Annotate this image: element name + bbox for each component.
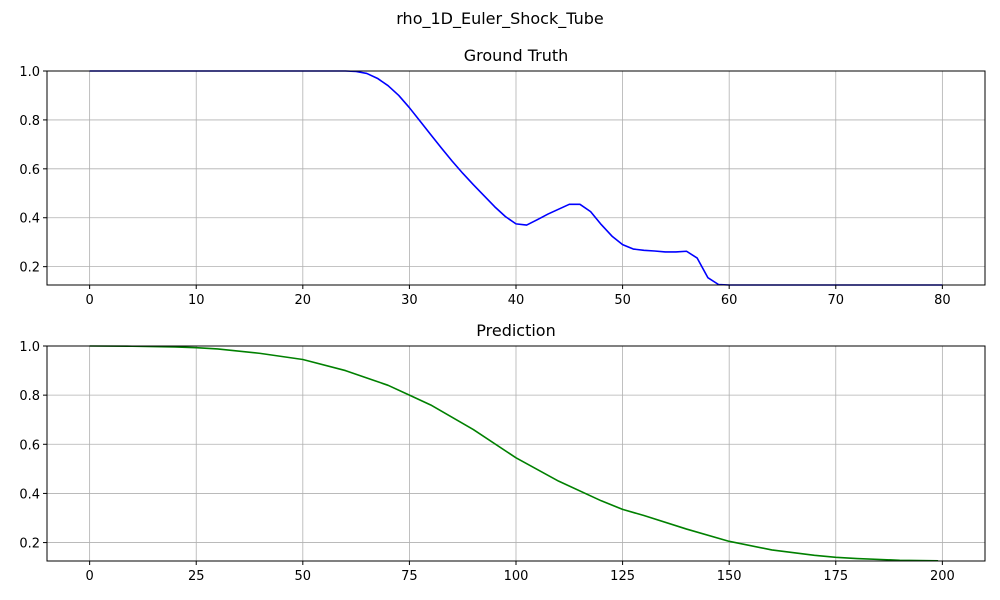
chart-1-x-tick-label-1: 10 <box>188 293 205 308</box>
chart-2-y-tick-label-2: 0.6 <box>19 438 40 453</box>
chart-1-y-tick-label-1: 0.4 <box>19 212 40 227</box>
chart-2-y-tick-label-3: 0.8 <box>19 389 40 404</box>
chart-1-x-tick-label-7: 70 <box>827 293 844 308</box>
chart-1-x-tick-label-5: 50 <box>614 293 631 308</box>
chart-1-x-tick-label-0: 0 <box>85 293 93 308</box>
chart-2-x-tick-label-7: 175 <box>823 569 848 584</box>
chart-2-x-tick-label-5: 125 <box>610 569 635 584</box>
chart-1-y-tick-label-3: 0.8 <box>19 114 40 129</box>
chart-1-y-tick-label-4: 1.0 <box>19 65 40 80</box>
chart-2-x-tick-label-4: 100 <box>504 569 529 584</box>
chart-1-x-tick-label-6: 60 <box>721 293 738 308</box>
chart-2-y-tick-label-1: 0.4 <box>19 487 40 502</box>
chart-2-x-tick-label-3: 75 <box>401 569 418 584</box>
chart-2-x-tick-label-6: 150 <box>717 569 742 584</box>
chart-1-x-tick-label-3: 30 <box>401 293 418 308</box>
chart-2-x-tick-label-8: 200 <box>930 569 955 584</box>
chart-2-x-tick-label-1: 25 <box>188 569 205 584</box>
figure-suptitle: rho_1D_Euler_Shock_Tube <box>396 9 604 28</box>
chart-2-y-tick-label-0: 0.2 <box>19 537 40 552</box>
chart-1-title: Ground Truth <box>464 46 569 65</box>
chart-2-y-tick-label-4: 1.0 <box>19 340 40 355</box>
chart-1-x-tick-label-4: 40 <box>508 293 525 308</box>
chart-2-x-tick-label-2: 50 <box>295 569 312 584</box>
chart-1-y-tick-label-2: 0.6 <box>19 163 40 178</box>
chart-2-title: Prediction <box>476 321 555 340</box>
chart-1-series-line-1 <box>89 70 943 286</box>
chart-2-series-line-1 <box>89 345 939 562</box>
chart-1-y-tick-label-0: 0.2 <box>19 261 40 276</box>
chart-1-x-tick-label-2: 20 <box>295 293 312 308</box>
chart-1-x-tick-label-8: 80 <box>934 293 951 308</box>
chart-2-x-tick-label-0: 0 <box>85 569 93 584</box>
